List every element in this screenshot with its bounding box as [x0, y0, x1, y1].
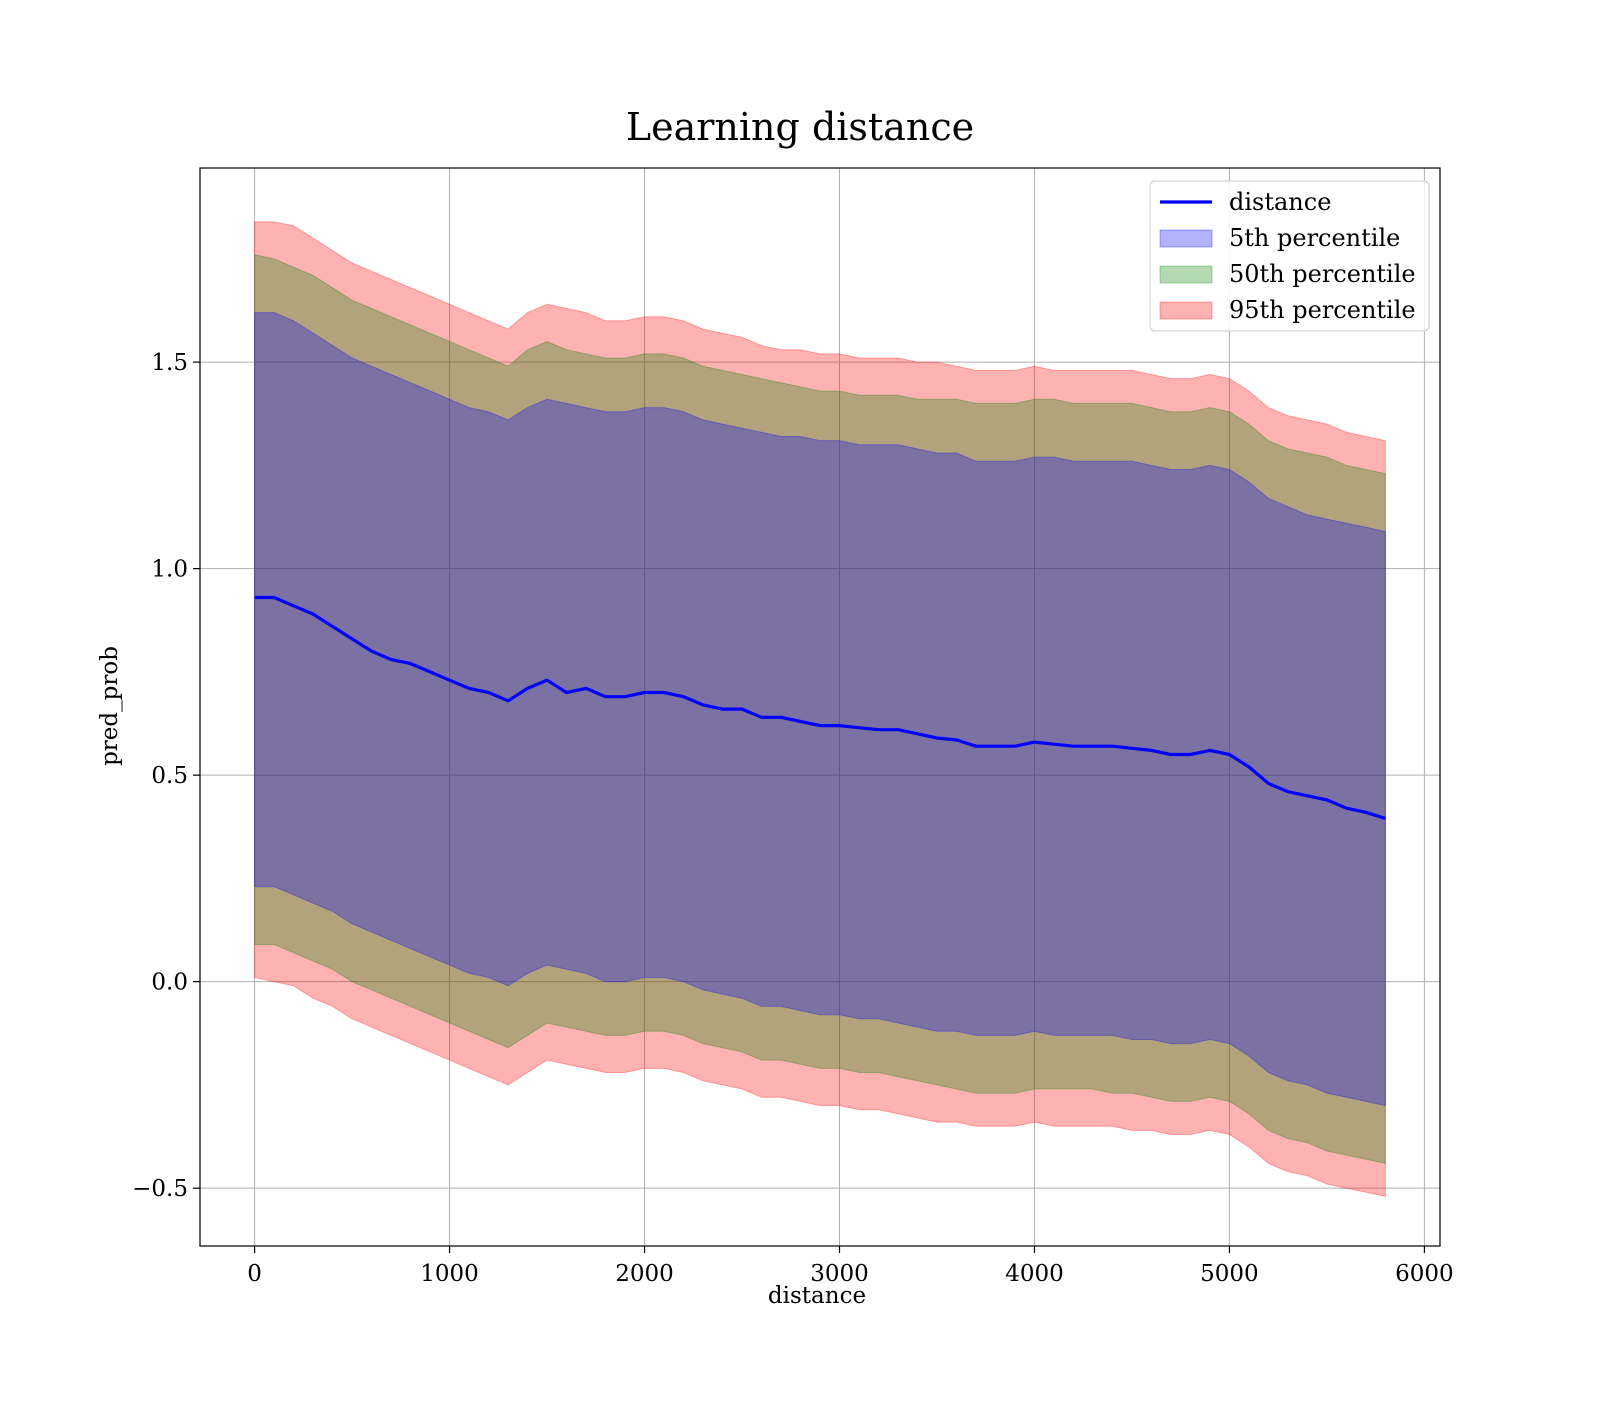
y-tick-label: −0.5 — [132, 1176, 188, 1202]
y-tick-label: 0.0 — [151, 970, 188, 996]
plot-frame — [199, 167, 1441, 1247]
legend-label: distance — [1229, 188, 1331, 216]
y-tick-label: 0.5 — [151, 763, 188, 789]
series-line-distance — [254, 595, 1386, 821]
band-5th-percentile — [254, 312, 1386, 1107]
band-50th-percentile — [254, 254, 1386, 1165]
x-tick-label: 3000 — [810, 1261, 869, 1287]
x-tick-label: 2000 — [615, 1261, 674, 1287]
grid — [200, 168, 1440, 1246]
percentile-bands — [254, 221, 1386, 1198]
x-axis-ticks: 0 1000 2000 3000 4000 5000 6000 — [247, 1246, 1454, 1287]
x-tick-label: 1000 — [420, 1261, 479, 1287]
y-tick-label: 1.5 — [151, 350, 188, 376]
x-tick-label: 6000 — [1395, 1261, 1454, 1287]
series-lines — [254, 595, 1386, 821]
legend-label: 95th percentile — [1229, 296, 1416, 324]
y-axis-label: pred_prob — [97, 646, 123, 766]
legend-label: 50th percentile — [1229, 260, 1416, 288]
chart-title: Learning distance — [626, 105, 974, 149]
legend-patch-swatch — [1159, 265, 1213, 284]
legend-patch-swatch — [1159, 229, 1213, 248]
legend: distance 5th percentile 50th percentile 95t… — [1149, 180, 1430, 332]
legend-box — [1149, 180, 1430, 332]
y-tick-label: 1.0 — [151, 557, 188, 583]
band-95th-percentile — [254, 221, 1386, 1198]
x-tick-label: 0 — [247, 1261, 262, 1287]
y-axis-ticks: −0.5 0.0 0.5 1.0 1.5 — [132, 350, 200, 1202]
x-tick-label: 5000 — [1200, 1261, 1259, 1287]
legend-label: 5th percentile — [1229, 224, 1400, 252]
legend-patch-swatch — [1159, 301, 1213, 320]
x-tick-label: 4000 — [1005, 1261, 1064, 1287]
x-axis-label: distance — [768, 1283, 866, 1309]
